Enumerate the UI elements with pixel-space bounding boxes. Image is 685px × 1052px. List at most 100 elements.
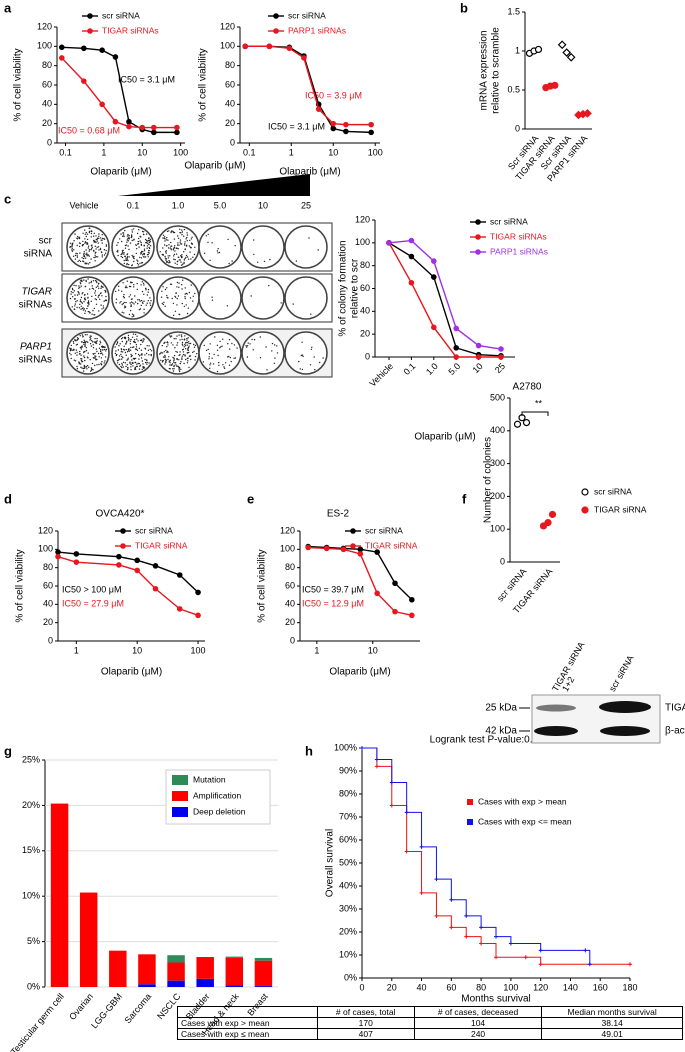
colony xyxy=(135,244,137,247)
colony xyxy=(136,262,139,265)
colony xyxy=(121,256,124,259)
colony xyxy=(86,334,88,336)
colony xyxy=(166,294,168,297)
colony xyxy=(92,369,94,371)
y-tick-label: 20 xyxy=(225,118,235,128)
colony xyxy=(70,357,72,360)
colony xyxy=(88,248,91,251)
colony xyxy=(227,343,229,345)
colony xyxy=(178,334,180,336)
colony xyxy=(90,369,93,371)
colony xyxy=(95,303,98,305)
colony xyxy=(102,354,104,356)
colony xyxy=(143,245,145,247)
colony xyxy=(104,289,106,292)
colony xyxy=(184,243,186,245)
colony xyxy=(182,351,185,353)
colony xyxy=(228,364,231,366)
colony xyxy=(162,234,165,236)
lane-label: scr siRNA xyxy=(607,654,636,694)
colony xyxy=(141,339,143,341)
colony xyxy=(171,363,174,365)
colony xyxy=(123,301,126,304)
data-point xyxy=(152,585,159,592)
y-tick-label: 80 xyxy=(43,562,53,572)
colony xyxy=(184,297,186,300)
colony xyxy=(105,249,107,252)
colony xyxy=(216,370,219,373)
colony xyxy=(164,361,167,363)
legend-label: scr siRNA xyxy=(135,525,173,535)
colony xyxy=(298,360,300,363)
colony xyxy=(137,353,140,356)
colony xyxy=(121,303,123,306)
legend-label: PARP1 siRNAs xyxy=(288,25,346,35)
colony xyxy=(114,346,116,348)
colony xyxy=(133,286,135,288)
colony xyxy=(179,241,181,243)
colony xyxy=(136,248,138,250)
colony xyxy=(83,343,85,346)
colony xyxy=(85,231,88,234)
colony xyxy=(90,232,93,235)
bar xyxy=(50,803,69,987)
colony xyxy=(84,293,86,296)
colony xyxy=(94,298,96,300)
data-point xyxy=(368,129,374,136)
data-point xyxy=(116,562,122,568)
colony xyxy=(179,354,181,356)
censor-mark xyxy=(449,925,454,930)
colony xyxy=(194,355,197,358)
colony xyxy=(211,357,213,359)
data-point xyxy=(55,549,61,555)
colony xyxy=(247,342,249,344)
colony xyxy=(121,358,123,360)
colony xyxy=(129,309,132,312)
colony xyxy=(147,253,149,256)
censor-mark xyxy=(389,780,394,785)
colony xyxy=(86,365,89,367)
colony xyxy=(85,235,88,238)
colony xyxy=(124,351,127,354)
colony xyxy=(74,305,76,307)
colony xyxy=(175,338,177,340)
colony xyxy=(117,349,120,351)
colony xyxy=(176,342,179,344)
colony xyxy=(80,348,83,350)
colony xyxy=(79,282,82,285)
y-tick-label: 60 xyxy=(360,283,370,293)
colony xyxy=(168,361,170,363)
colony xyxy=(133,339,136,341)
colony xyxy=(133,260,135,263)
y-axis-label: Overall survival xyxy=(325,829,336,897)
data-point xyxy=(350,528,356,534)
colony xyxy=(127,245,129,247)
colony xyxy=(179,259,181,261)
colony xyxy=(149,348,151,351)
colony xyxy=(176,365,178,367)
data-point xyxy=(475,234,481,240)
colony xyxy=(121,235,124,237)
colony xyxy=(117,362,119,364)
row-label: TIGAR xyxy=(21,287,52,298)
colony xyxy=(122,282,124,284)
colony xyxy=(188,366,190,369)
colony xyxy=(231,342,233,345)
colony xyxy=(98,235,100,237)
colony xyxy=(115,343,118,346)
colony xyxy=(183,262,185,265)
colony xyxy=(161,344,163,347)
colony xyxy=(217,354,219,357)
colony xyxy=(167,239,169,241)
bar xyxy=(254,960,273,987)
colony xyxy=(187,307,189,309)
colony xyxy=(123,345,125,347)
y-tick-label: 90% xyxy=(339,765,357,775)
colony xyxy=(93,307,96,310)
colony xyxy=(148,354,150,356)
colony xyxy=(161,360,164,362)
legend-label: scr siRNA xyxy=(594,486,632,496)
data-point xyxy=(112,54,119,60)
colony xyxy=(122,361,125,364)
data-point xyxy=(87,13,93,19)
